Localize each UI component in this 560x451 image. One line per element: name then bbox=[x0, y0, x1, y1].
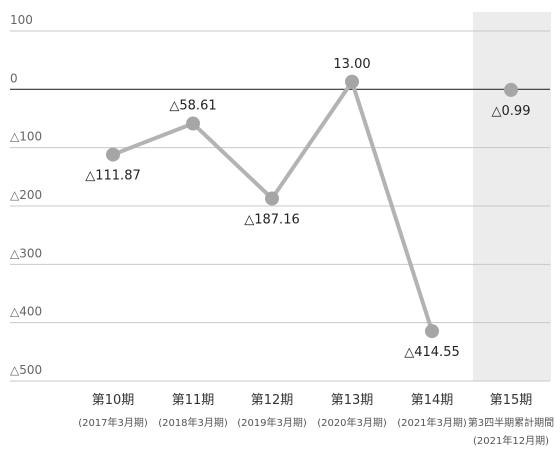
y-tick-label: 100 bbox=[10, 13, 33, 27]
x-category-label: 第11期 bbox=[172, 393, 215, 408]
highlight-band bbox=[473, 12, 551, 381]
x-category-label: 第15期 bbox=[490, 393, 533, 408]
data-point bbox=[186, 116, 200, 131]
data-point bbox=[345, 74, 359, 89]
x-category-sublabel: (2020年3月期) bbox=[317, 416, 387, 429]
data-point bbox=[265, 191, 279, 206]
grid-layer bbox=[10, 30, 550, 382]
x-category-label: 第12期 bbox=[251, 393, 294, 408]
data-label: △111.87 bbox=[85, 169, 141, 184]
x-category-sublabel: (2019年3月期) bbox=[237, 416, 307, 429]
x-category-sublabel: (2018年3月期) bbox=[158, 416, 228, 429]
x-category-sublabel: (2021年3月期) bbox=[397, 416, 467, 429]
data-label: △414.55 bbox=[404, 345, 460, 360]
y-tick-label: △200 bbox=[10, 188, 42, 202]
data-point bbox=[425, 324, 439, 339]
data-point bbox=[504, 82, 518, 97]
data-label: 13.00 bbox=[333, 57, 370, 72]
data-label: △58.61 bbox=[169, 99, 216, 114]
y-tick-label: △100 bbox=[10, 130, 42, 144]
x-category-label: 第14期 bbox=[411, 393, 454, 408]
x-category-label: 第13期 bbox=[331, 393, 374, 408]
y-tick-label: 0 bbox=[10, 71, 18, 85]
series-layer bbox=[106, 74, 518, 339]
y-tick-label: △300 bbox=[10, 246, 42, 260]
x-category-label: 第10期 bbox=[92, 393, 135, 408]
y-tick-label: △500 bbox=[10, 363, 42, 377]
x-category-sublabel: (2017年3月期) bbox=[78, 416, 148, 429]
data-point bbox=[106, 147, 120, 162]
background-layer bbox=[473, 12, 551, 381]
label-layer: 100 0 △100 △200 △300 △400 △500 第10期 (2017年3月期) 第1… bbox=[10, 13, 554, 447]
x-category-sublabel: 第3四半期累計期間 bbox=[468, 416, 554, 429]
y-tick-label: △400 bbox=[10, 305, 42, 319]
data-label: △0.99 bbox=[492, 104, 531, 119]
x-category-sublabel: (2021年12月期) bbox=[473, 434, 549, 447]
data-label: △187.16 bbox=[244, 213, 300, 228]
